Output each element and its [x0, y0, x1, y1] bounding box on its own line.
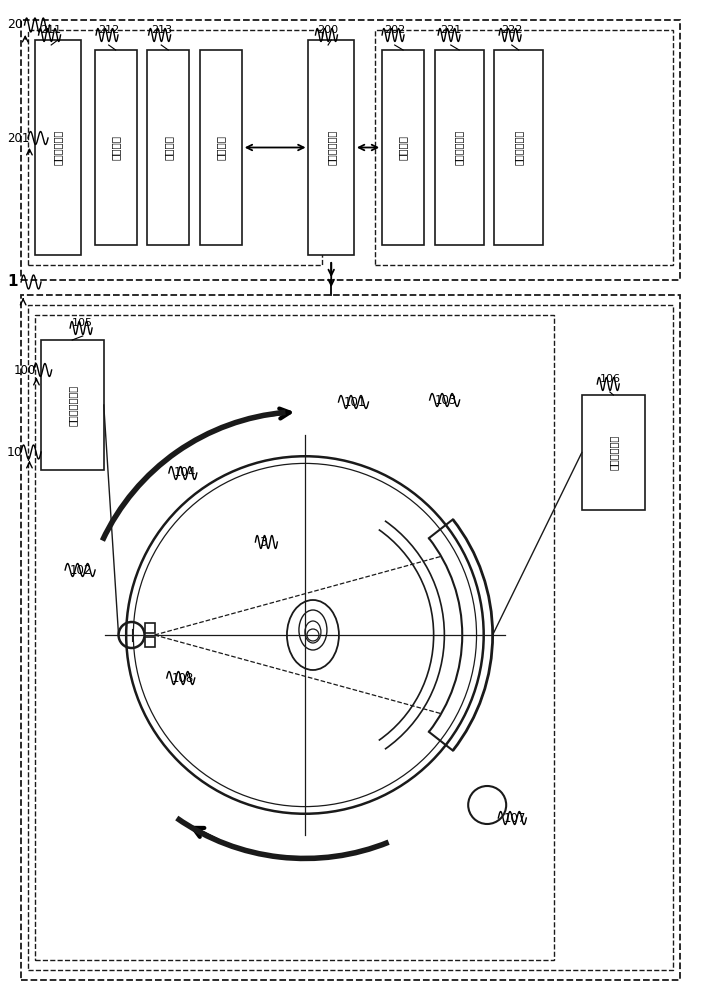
Bar	[35, 40, 81, 255]
Bar	[382, 50, 424, 245]
Text: 20: 20	[7, 18, 23, 31]
Text: 104: 104	[174, 466, 196, 480]
Bar	[21, 20, 680, 280]
Text: 106: 106	[599, 374, 620, 384]
Text: 图像处理装置: 图像处理装置	[514, 130, 524, 165]
Bar	[494, 50, 543, 245]
Bar	[41, 340, 104, 470]
Text: 图像重构装置: 图像重构装置	[454, 130, 464, 165]
Text: 存储装置: 存储装置	[216, 135, 226, 160]
Text: 输入输出装置: 输入输出装置	[53, 130, 63, 165]
Text: 数据收集装置: 数据收集装置	[608, 435, 618, 470]
Bar	[200, 50, 242, 245]
Text: 222: 222	[501, 25, 522, 35]
Bar	[144, 637, 154, 647]
Bar	[375, 30, 673, 265]
Text: 运算装置: 运算装置	[398, 135, 408, 160]
Text: 1: 1	[7, 274, 18, 290]
Text: 10: 10	[7, 446, 23, 458]
Bar	[582, 395, 645, 510]
Text: 213: 213	[151, 25, 172, 35]
Text: 107: 107	[503, 812, 526, 824]
Text: 105: 105	[72, 318, 93, 328]
Bar	[21, 295, 680, 980]
Bar	[308, 40, 354, 255]
Bar	[35, 315, 554, 960]
Text: 显示装置: 显示装置	[111, 135, 121, 160]
Bar	[28, 305, 673, 970]
Bar	[147, 50, 189, 245]
Bar	[28, 30, 322, 265]
Text: 高电压产生装置: 高电压产生装置	[67, 384, 77, 426]
Bar	[144, 623, 154, 633]
Text: 100: 100	[14, 363, 36, 376]
Bar	[435, 50, 484, 245]
Text: 103: 103	[435, 393, 457, 406]
Bar	[95, 50, 137, 245]
Text: 3: 3	[259, 536, 267, 548]
Text: 输入装置: 输入装置	[163, 135, 173, 160]
Text: 102: 102	[70, 564, 93, 576]
Text: 201: 201	[7, 132, 29, 145]
Text: 202: 202	[384, 25, 405, 35]
Text: 221: 221	[440, 25, 461, 35]
Text: 211: 211	[41, 25, 62, 35]
Text: 108: 108	[172, 672, 194, 684]
Text: 101: 101	[343, 395, 366, 408]
Text: 212: 212	[98, 25, 119, 35]
Text: 200: 200	[318, 25, 339, 35]
Text: 中央控制装置: 中央控制装置	[326, 130, 336, 165]
